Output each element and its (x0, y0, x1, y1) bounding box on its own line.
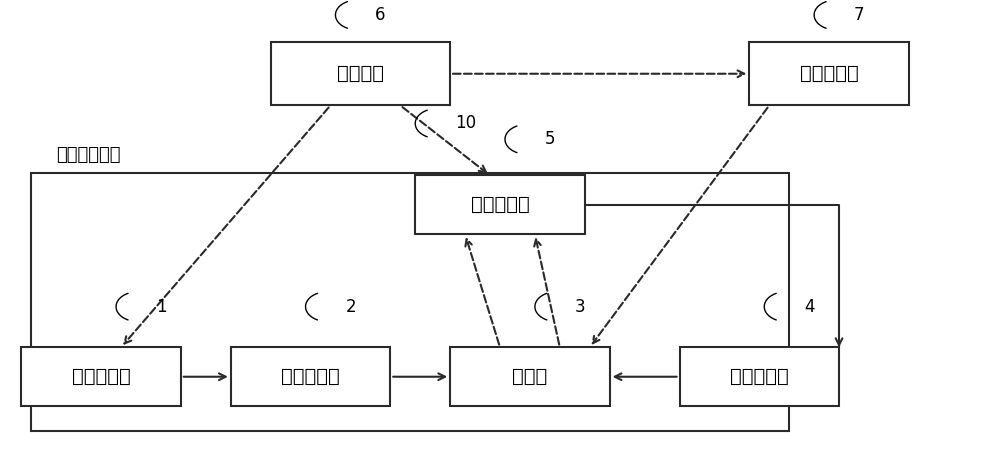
Text: 主动降噪耳机: 主动降噪耳机 (56, 146, 121, 164)
Text: 3: 3 (575, 298, 585, 316)
FancyBboxPatch shape (680, 347, 839, 406)
Text: 前馈滤波器: 前馈滤波器 (281, 367, 340, 386)
Text: 10: 10 (455, 115, 476, 132)
Text: 6: 6 (375, 6, 386, 24)
FancyBboxPatch shape (231, 347, 390, 406)
Text: 2: 2 (345, 298, 356, 316)
Text: 5: 5 (545, 130, 555, 148)
Text: 标准麦克风: 标准麦克风 (800, 64, 858, 83)
Text: 7: 7 (854, 6, 865, 24)
Text: 反馈麦克风: 反馈麦克风 (471, 195, 529, 214)
Text: 扬声器: 扬声器 (512, 367, 548, 386)
FancyBboxPatch shape (450, 347, 610, 406)
Text: 外部噪声: 外部噪声 (337, 64, 384, 83)
Text: 4: 4 (804, 298, 815, 316)
Text: 反馈滤波器: 反馈滤波器 (730, 367, 789, 386)
FancyBboxPatch shape (415, 176, 585, 234)
Text: 1: 1 (156, 298, 167, 316)
FancyBboxPatch shape (21, 347, 181, 406)
FancyBboxPatch shape (271, 42, 450, 106)
FancyBboxPatch shape (749, 42, 909, 106)
Text: 前馈麦克风: 前馈麦克风 (72, 367, 130, 386)
